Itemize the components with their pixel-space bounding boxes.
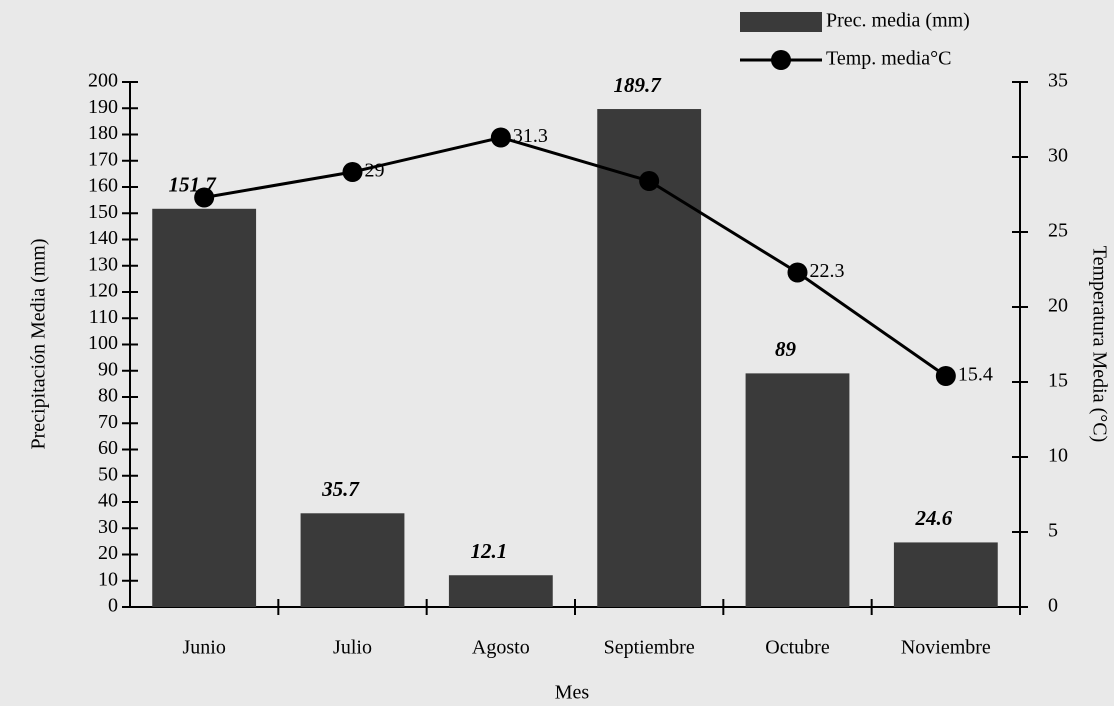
y2-tick-label: 0 (1048, 595, 1058, 617)
y-tick-label: 80 (98, 385, 118, 407)
y-tick-label: 0 (108, 595, 118, 617)
y2-tick-label: 5 (1048, 520, 1058, 542)
x-tick-label: Agosto (472, 637, 530, 659)
line-value-label: 15.4 (958, 364, 993, 386)
y2-tick-label: 20 (1048, 295, 1068, 317)
y2-tick-label: 35 (1048, 70, 1068, 92)
y-tick-label: 20 (98, 542, 118, 564)
y2-axis-title: Temperatura Media (°C) (1088, 246, 1110, 443)
legend-swatch (740, 12, 822, 32)
y-tick-label: 30 (98, 516, 118, 538)
y-tick-label: 120 (88, 280, 118, 302)
bar-value-label: 89 (775, 337, 797, 361)
y2-tick-label: 30 (1048, 145, 1068, 167)
x-tick-label: Junio (182, 637, 225, 659)
bar (597, 109, 702, 607)
y-tick-label: 40 (98, 490, 118, 512)
bar (152, 208, 257, 607)
line-value-label: 29 (365, 160, 385, 182)
bar (448, 575, 553, 607)
y-tick-label: 100 (88, 332, 118, 354)
line-point (787, 262, 808, 283)
y-tick-label: 10 (98, 568, 118, 590)
bar-value-label: 24.6 (914, 506, 952, 530)
bar (300, 513, 405, 607)
y-tick-label: 60 (98, 437, 118, 459)
y-tick-label: 170 (88, 148, 118, 170)
y-tick-label: 190 (88, 96, 118, 118)
y-tick-label: 130 (88, 253, 118, 275)
legend-label: Temp. media°C (826, 48, 951, 70)
line-value-label: 22.3 (810, 260, 845, 282)
bar (745, 373, 850, 607)
x-tick-label: Noviembre (901, 637, 991, 659)
legend-label: Prec. media (mm) (826, 10, 970, 32)
x-axis-title: Mes (555, 682, 590, 704)
bar-value-label: 189.7 (614, 73, 663, 97)
line-value-label: 31.3 (513, 125, 548, 147)
y-tick-label: 150 (88, 201, 118, 223)
x-tick-label: Octubre (765, 637, 830, 659)
line-point (935, 366, 956, 386)
y2-tick-label: 25 (1048, 220, 1068, 242)
x-tick-label: Septiembre (604, 637, 695, 659)
y2-tick-label: 10 (1048, 445, 1068, 467)
line (203, 135, 947, 378)
y-tick-label: 140 (88, 227, 118, 249)
y2-tick-label: 15 (1048, 370, 1068, 392)
legend-swatch (771, 50, 791, 70)
y-tick-label: 110 (89, 306, 118, 328)
y-tick-label: 200 (88, 70, 118, 92)
bar-value-label: 35.7 (321, 477, 360, 501)
y-tick-label: 50 (98, 463, 118, 485)
y-tick-label: 180 (88, 122, 118, 144)
line-point (342, 162, 363, 182)
bar-value-label: 12.1 (470, 539, 507, 563)
x-tick-label: Julio (333, 637, 372, 659)
y-tick-label: 90 (98, 358, 118, 380)
line-point (639, 171, 660, 191)
line-point (194, 187, 215, 208)
bar (893, 542, 998, 607)
y-axis-title: Precipitación Media (mm) (28, 238, 50, 449)
y-tick-label: 160 (88, 175, 118, 197)
y-tick-label: 70 (98, 411, 118, 433)
line-point (490, 127, 511, 148)
